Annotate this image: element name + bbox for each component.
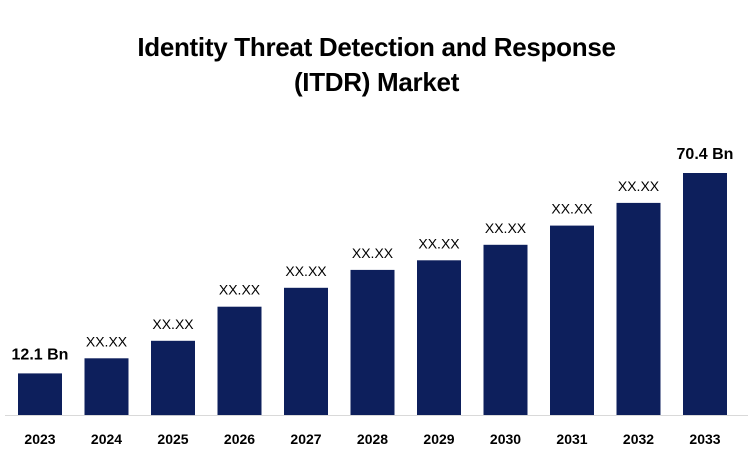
bar-2031 [550, 225, 594, 415]
data-label-2026: XX.XX [219, 282, 261, 298]
chart-title: Identity Threat Detection and Response (… [0, 30, 753, 100]
bar-2030 [483, 244, 528, 415]
x-tick-label-2030: 2030 [490, 431, 521, 447]
x-tick-label-2026: 2026 [224, 431, 255, 447]
x-tick-label-2028: 2028 [357, 431, 388, 447]
bar-2028 [350, 269, 395, 415]
x-tick-label-2029: 2029 [423, 431, 454, 447]
data-label-2031: XX.XX [551, 201, 593, 217]
data-label-2030: XX.XX [485, 220, 527, 236]
bar-2029 [417, 260, 461, 415]
x-tick-label-2024: 2024 [91, 431, 122, 447]
x-tick-label-2031: 2031 [556, 431, 587, 447]
bar-2027 [284, 287, 328, 415]
bar-2026 [217, 306, 262, 415]
bar-2023 [18, 373, 62, 415]
x-tick-label-2023: 2023 [24, 431, 55, 447]
data-label-2033: 70.4 Bn [677, 146, 734, 163]
x-tick-label-2033: 2033 [689, 431, 720, 447]
data-label-2025: XX.XX [152, 316, 194, 332]
chart-title-line-2: (ITDR) Market [293, 67, 460, 97]
bar-2032 [616, 202, 661, 415]
x-tick-label-2025: 2025 [157, 431, 188, 447]
data-label-2023: 12.1 Bn [12, 346, 69, 363]
data-label-2027: XX.XX [285, 263, 327, 279]
bar-2024 [84, 358, 129, 415]
data-label-2024: XX.XX [86, 333, 128, 349]
bar-2025 [151, 340, 195, 416]
chart-title-line-1: Identity Threat Detection and Response [137, 32, 616, 62]
x-tick-label-2032: 2032 [623, 431, 654, 447]
data-label-2028: XX.XX [352, 245, 394, 261]
bar-2033 [683, 173, 727, 415]
data-label-2032: XX.XX [618, 178, 660, 194]
x-tick-label-2027: 2027 [290, 431, 321, 447]
data-label-2029: XX.XX [418, 235, 460, 251]
